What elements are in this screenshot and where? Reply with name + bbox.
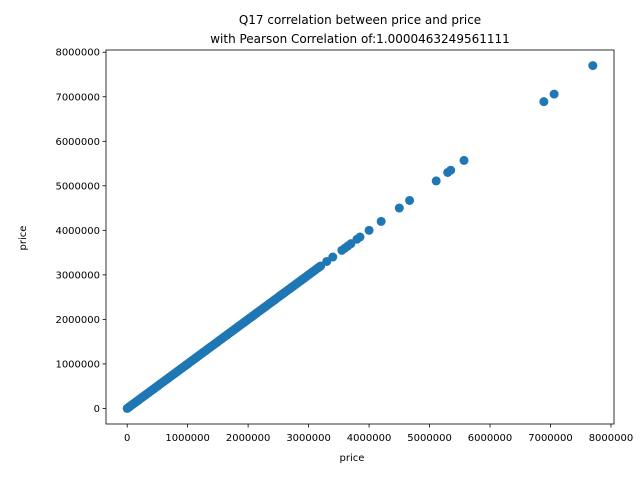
y-tick-label: 2000000 (55, 315, 100, 326)
x-tick-label: 1000000 (165, 433, 210, 444)
data-point (459, 155, 469, 165)
x-tick-label: 6000000 (468, 433, 513, 444)
x-tick-label: 2000000 (226, 433, 271, 444)
y-tick-label: 0 (94, 404, 100, 415)
x-tick-label: 5000000 (407, 433, 452, 444)
data-point (364, 225, 374, 235)
data-point (355, 232, 365, 242)
data-point (405, 195, 415, 205)
y-tick-label: 8000000 (55, 48, 100, 59)
y-axis-ticks: 0 1000000 2000000 3000000 4000000 5000000 6000… (55, 48, 106, 415)
y-tick-label: 4000000 (55, 226, 100, 237)
y-axis-label: price (18, 226, 29, 251)
chart-title-line1: Q17 correlation between price and price (239, 13, 481, 27)
y-tick-label: 1000000 (55, 359, 100, 370)
chart-title-line2: with Pearson Correlation of:1.0000463249… (210, 32, 510, 46)
x-tick-label: 4000000 (347, 433, 392, 444)
x-tick-label: 0 (124, 433, 130, 444)
data-point (539, 97, 549, 107)
x-axis-label: price (340, 453, 365, 464)
data-points (122, 61, 598, 413)
plot-frame (105, 49, 615, 425)
data-point (446, 165, 456, 175)
y-tick-label: 3000000 (55, 270, 100, 281)
x-tick-label: 8000000 (589, 433, 634, 444)
y-tick-label: 5000000 (55, 181, 100, 192)
y-tick-label: 6000000 (55, 137, 100, 148)
x-tick-label: 7000000 (528, 433, 573, 444)
data-point (328, 252, 338, 262)
data-point (394, 203, 404, 213)
x-tick-label: 3000000 (286, 433, 331, 444)
y-tick-label: 7000000 (55, 92, 100, 103)
data-point (431, 176, 441, 186)
data-point (549, 89, 559, 99)
data-point (376, 216, 386, 226)
x-axis-ticks: 0 1000000 2000000 3000000 4000000 5000000 6000… (124, 424, 633, 444)
data-point (588, 61, 598, 71)
